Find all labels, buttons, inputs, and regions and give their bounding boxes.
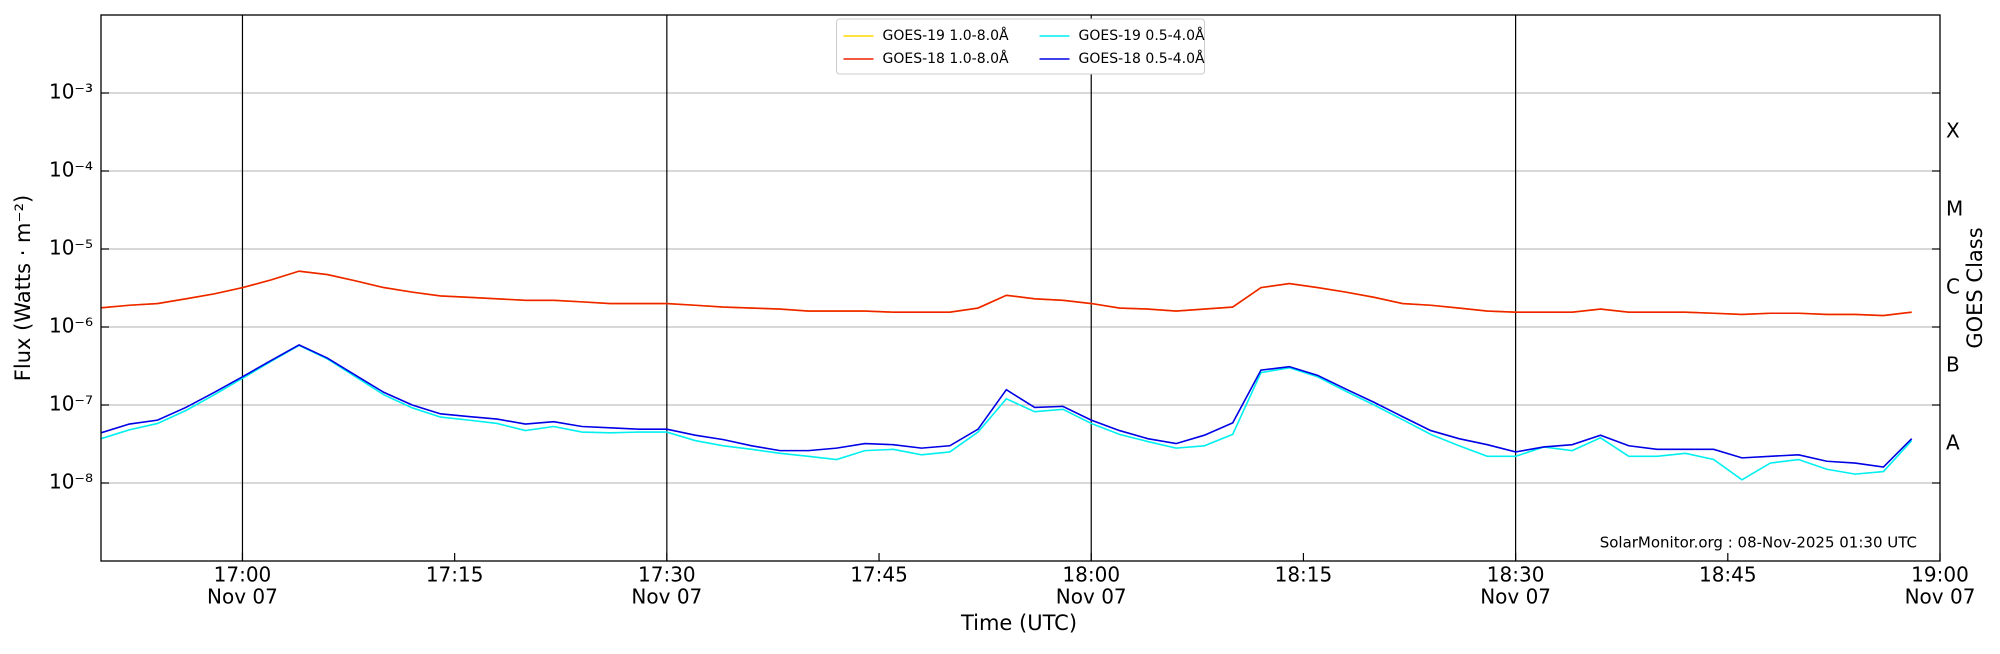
legend-label: GOES-19 0.5-4.0Å bbox=[1079, 27, 1205, 44]
class-label: X bbox=[1946, 119, 1960, 143]
x-tick-sublabel: Nov 07 bbox=[1905, 585, 1976, 609]
legend-label: GOES-19 1.0-8.0Å bbox=[883, 27, 1009, 44]
series-line bbox=[100, 270, 1912, 317]
x-tick-label: 19:00 bbox=[1911, 563, 1969, 587]
x-tick-label: 17:00 bbox=[214, 563, 272, 587]
x-tick-sublabel: Nov 07 bbox=[1480, 585, 1551, 609]
legend-label: GOES-18 1.0-8.0Å bbox=[883, 50, 1009, 67]
y2-axis-label: GOES Class bbox=[1963, 227, 1987, 348]
x-tick-label: 18:00 bbox=[1062, 563, 1120, 587]
y-tick-label: 10⁻⁸ bbox=[49, 470, 93, 494]
y-tick-label: 10⁻⁴ bbox=[49, 158, 93, 182]
x-axis-label: Time (UTC) bbox=[960, 611, 1077, 635]
legend-box bbox=[836, 18, 1205, 75]
x-tick-sublabel: Nov 07 bbox=[631, 585, 702, 609]
x-tick-label: 18:45 bbox=[1699, 563, 1757, 587]
y-tick-label: 10⁻⁵ bbox=[49, 236, 93, 260]
plot-frame bbox=[100, 14, 1941, 562]
x-tick-label: 18:15 bbox=[1275, 563, 1333, 587]
legend-label: GOES-18 0.5-4.0Å bbox=[1079, 50, 1205, 67]
series-line bbox=[100, 343, 1913, 468]
class-label: B bbox=[1946, 353, 1960, 377]
x-tick-sublabel: Nov 07 bbox=[1056, 585, 1127, 609]
series-line bbox=[100, 344, 1913, 481]
y-tick-label: 10⁻⁶ bbox=[49, 314, 93, 338]
y-tick-label: 10⁻³ bbox=[49, 80, 93, 104]
x-tick-label: 18:30 bbox=[1487, 563, 1545, 587]
class-label: A bbox=[1946, 431, 1960, 455]
y-tick-label: 10⁻⁷ bbox=[49, 392, 93, 416]
x-tick-sublabel: Nov 07 bbox=[207, 585, 278, 609]
x-tick-label: 17:15 bbox=[426, 563, 484, 587]
x-tick-label: 17:30 bbox=[638, 563, 696, 587]
class-label: M bbox=[1946, 197, 1963, 221]
x-tick-label: 17:45 bbox=[850, 563, 908, 587]
class-label: C bbox=[1946, 275, 1960, 299]
y-axis-label: Flux (Watts · m⁻²) bbox=[11, 195, 35, 381]
annotation: SolarMonitor.org : 08-Nov-2025 01:30 UTC bbox=[1600, 534, 1917, 552]
legend: GOES-19 1.0-8.0Å GOES-18 1.0-8.0Å GOES-19 … bbox=[836, 18, 1205, 75]
